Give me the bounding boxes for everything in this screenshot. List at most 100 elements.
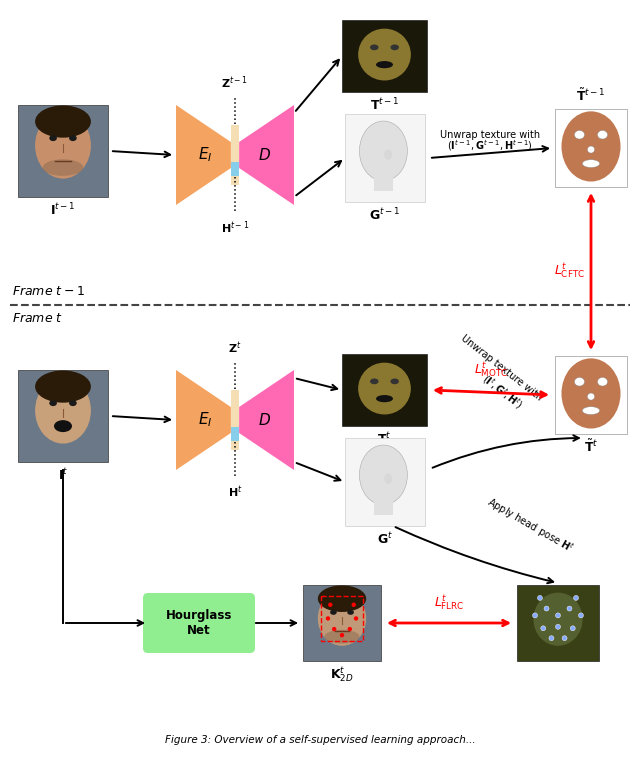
Ellipse shape bbox=[561, 111, 621, 182]
Circle shape bbox=[570, 626, 575, 631]
Ellipse shape bbox=[54, 420, 72, 432]
FancyBboxPatch shape bbox=[555, 109, 627, 187]
Circle shape bbox=[340, 633, 344, 637]
FancyBboxPatch shape bbox=[18, 105, 108, 197]
Ellipse shape bbox=[370, 45, 378, 50]
Text: Frame $t$: Frame $t$ bbox=[12, 312, 63, 325]
Text: $\mathbf{G}^{t-1}$: $\mathbf{G}^{t-1}$ bbox=[369, 207, 401, 223]
Ellipse shape bbox=[360, 121, 408, 181]
FancyBboxPatch shape bbox=[231, 125, 239, 185]
Text: Hourglass
Net: Hourglass Net bbox=[166, 609, 232, 637]
Text: $\mathbf{K}^{t}_{2D}$: $\mathbf{K}^{t}_{2D}$ bbox=[330, 666, 354, 685]
Ellipse shape bbox=[360, 445, 408, 505]
Text: $\mathbf{H}^{t}$: $\mathbf{H}^{t}$ bbox=[228, 484, 243, 500]
Ellipse shape bbox=[318, 585, 366, 612]
Text: $D$: $D$ bbox=[258, 412, 271, 428]
Circle shape bbox=[556, 613, 561, 618]
Ellipse shape bbox=[588, 146, 595, 153]
Text: $E_I$: $E_I$ bbox=[198, 145, 212, 164]
Ellipse shape bbox=[324, 630, 360, 643]
Ellipse shape bbox=[49, 136, 57, 141]
Text: $\mathbf{I}^{t-1}$: $\mathbf{I}^{t-1}$ bbox=[50, 202, 76, 219]
Circle shape bbox=[328, 603, 333, 607]
Text: Apply head pose $\mathbf{H}^{t}$: Apply head pose $\mathbf{H}^{t}$ bbox=[484, 494, 576, 557]
Ellipse shape bbox=[582, 407, 600, 415]
Text: $(\mathbf{I}^{t}, \mathbf{G}^{t}, \mathbf{H}^{t})$: $(\mathbf{I}^{t}, \mathbf{G}^{t}, \mathb… bbox=[479, 372, 525, 413]
Ellipse shape bbox=[348, 610, 354, 615]
FancyBboxPatch shape bbox=[517, 585, 599, 661]
Ellipse shape bbox=[582, 160, 600, 167]
Ellipse shape bbox=[575, 130, 584, 139]
Circle shape bbox=[332, 627, 337, 631]
Ellipse shape bbox=[330, 610, 337, 615]
Ellipse shape bbox=[35, 370, 91, 403]
Text: $\mathbf{H}^{t-1}$: $\mathbf{H}^{t-1}$ bbox=[221, 219, 249, 235]
Ellipse shape bbox=[561, 358, 621, 428]
FancyBboxPatch shape bbox=[342, 354, 427, 426]
Ellipse shape bbox=[69, 136, 77, 141]
Ellipse shape bbox=[69, 400, 77, 406]
Ellipse shape bbox=[370, 378, 378, 385]
Circle shape bbox=[326, 616, 330, 621]
Polygon shape bbox=[176, 105, 231, 205]
Text: $L^{t}_{\mathrm{FLRC}}$: $L^{t}_{\mathrm{FLRC}}$ bbox=[434, 594, 464, 613]
FancyBboxPatch shape bbox=[143, 593, 255, 653]
Ellipse shape bbox=[598, 130, 607, 139]
Circle shape bbox=[556, 625, 561, 629]
Circle shape bbox=[567, 606, 572, 611]
Circle shape bbox=[351, 603, 356, 607]
Circle shape bbox=[354, 616, 358, 621]
FancyBboxPatch shape bbox=[342, 20, 427, 92]
Text: $\mathbf{Z}^{t}$: $\mathbf{Z}^{t}$ bbox=[228, 341, 242, 356]
Circle shape bbox=[541, 626, 546, 631]
Text: $D$: $D$ bbox=[258, 147, 271, 163]
Circle shape bbox=[544, 606, 549, 611]
Ellipse shape bbox=[358, 363, 411, 415]
Ellipse shape bbox=[390, 378, 399, 385]
FancyBboxPatch shape bbox=[345, 438, 425, 526]
Ellipse shape bbox=[384, 149, 392, 160]
FancyBboxPatch shape bbox=[555, 356, 627, 434]
Text: $\mathbf{Z}^{t-1}$: $\mathbf{Z}^{t-1}$ bbox=[221, 74, 248, 91]
Ellipse shape bbox=[575, 378, 584, 386]
Text: $L^{t}_{\mathrm{MOTC}}$: $L^{t}_{\mathrm{MOTC}}$ bbox=[474, 361, 508, 380]
Ellipse shape bbox=[35, 112, 91, 179]
Circle shape bbox=[573, 596, 579, 600]
Text: Frame $t-1$: Frame $t-1$ bbox=[12, 285, 85, 298]
Text: $\mathbf{I}^{t}$: $\mathbf{I}^{t}$ bbox=[58, 467, 68, 483]
Text: $E_I$: $E_I$ bbox=[198, 410, 212, 429]
Text: $\mathbf{T}^{t-1}$: $\mathbf{T}^{t-1}$ bbox=[370, 97, 399, 114]
Ellipse shape bbox=[384, 473, 392, 484]
Circle shape bbox=[562, 636, 567, 640]
Ellipse shape bbox=[35, 105, 91, 138]
Polygon shape bbox=[239, 105, 294, 205]
Bar bbox=[321, 596, 364, 641]
Text: $(\mathbf{I}^{t-1}, \mathbf{G}^{t-1}, \mathbf{H}^{t-1})$: $(\mathbf{I}^{t-1}, \mathbf{G}^{t-1}, \m… bbox=[447, 139, 533, 153]
Text: $\mathbf{G}^{t}$: $\mathbf{G}^{t}$ bbox=[377, 531, 393, 547]
Circle shape bbox=[549, 636, 554, 640]
FancyBboxPatch shape bbox=[231, 162, 239, 176]
Ellipse shape bbox=[390, 45, 399, 50]
Circle shape bbox=[579, 613, 584, 618]
Text: Unwrap texture with: Unwrap texture with bbox=[440, 130, 540, 140]
Polygon shape bbox=[239, 370, 294, 470]
FancyBboxPatch shape bbox=[303, 585, 381, 661]
Ellipse shape bbox=[588, 393, 595, 400]
FancyBboxPatch shape bbox=[231, 390, 239, 450]
Text: $\tilde{\mathbf{T}}^{t}$: $\tilde{\mathbf{T}}^{t}$ bbox=[584, 439, 598, 456]
Bar bbox=[374, 176, 393, 192]
Text: Figure 3: Overview of a self-supervised learning approach...: Figure 3: Overview of a self-supervised … bbox=[164, 735, 476, 745]
Polygon shape bbox=[176, 370, 231, 470]
Text: $\mathbf{T}^{t}$: $\mathbf{T}^{t}$ bbox=[378, 431, 392, 447]
Text: $L^{t}_{\mathrm{CFTC}}$: $L^{t}_{\mathrm{CFTC}}$ bbox=[554, 262, 585, 281]
Ellipse shape bbox=[49, 400, 57, 406]
Ellipse shape bbox=[376, 395, 393, 402]
Bar bbox=[374, 500, 393, 516]
Ellipse shape bbox=[376, 61, 393, 68]
Ellipse shape bbox=[358, 29, 411, 80]
Ellipse shape bbox=[35, 377, 91, 444]
Ellipse shape bbox=[318, 591, 366, 646]
Text: Unwrap texture with: Unwrap texture with bbox=[460, 333, 545, 403]
FancyBboxPatch shape bbox=[18, 370, 108, 462]
Text: $\tilde{\mathbf{T}}^{t-1}$: $\tilde{\mathbf{T}}^{t-1}$ bbox=[576, 88, 606, 104]
